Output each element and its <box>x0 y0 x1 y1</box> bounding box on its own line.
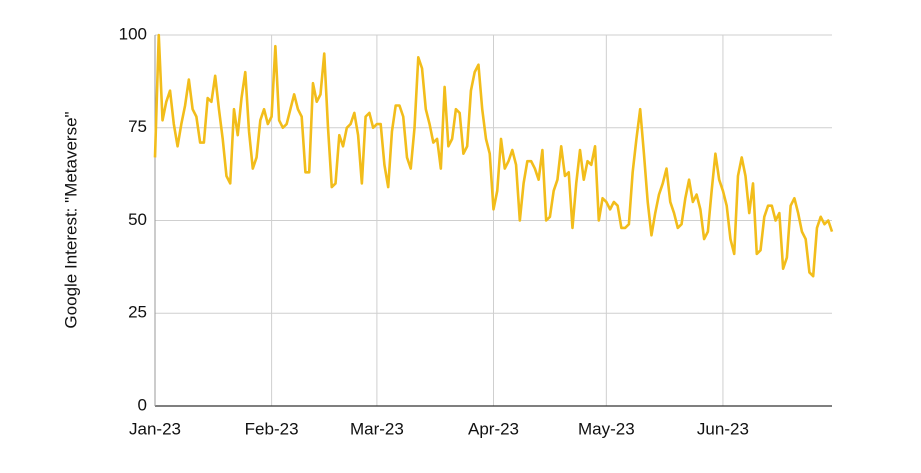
x-tick-label: May-23 <box>578 419 635 438</box>
x-tick-label: Mar-23 <box>350 419 404 438</box>
x-tick-label: Feb-23 <box>245 419 299 438</box>
line-series <box>153 33 834 278</box>
y-tick-label: 75 <box>128 117 147 136</box>
x-tick-label: Jan-23 <box>129 419 181 438</box>
y-tick-label: 100 <box>119 24 147 43</box>
x-tick-label: Jun-23 <box>697 419 749 438</box>
y-tick-label: 50 <box>128 210 147 229</box>
y-axis-label: Google Interest: "Metaverse" <box>61 111 80 328</box>
y-tick-label: 0 <box>138 395 147 414</box>
y-tick-label: 25 <box>128 303 147 322</box>
x-tick-label: Apr-23 <box>468 419 519 438</box>
